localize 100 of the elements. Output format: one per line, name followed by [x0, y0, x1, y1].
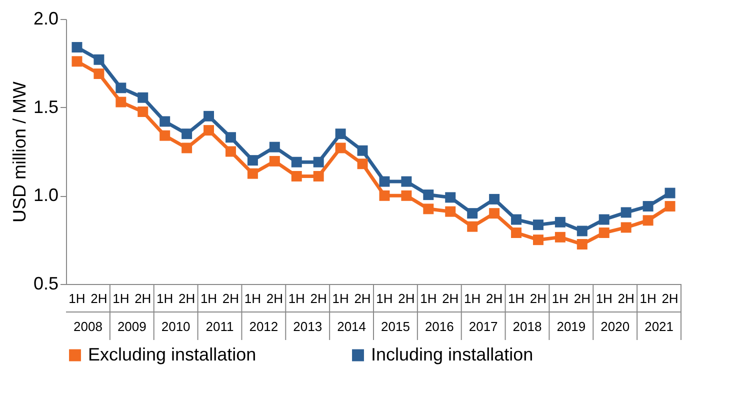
text: 2013 — [293, 319, 322, 334]
point — [357, 145, 368, 156]
point — [401, 190, 412, 201]
point — [620, 207, 632, 218]
point — [116, 82, 126, 94]
point — [335, 128, 346, 140]
x-tick-label: 1H — [552, 291, 569, 306]
point — [204, 110, 214, 122]
text: 2019 — [556, 319, 586, 334]
point — [313, 156, 324, 168]
x-tick-label: 2H — [354, 291, 371, 306]
legend-label: Excluding installation — [88, 344, 256, 364]
text: 2018 — [512, 319, 542, 334]
text: 2021 — [644, 319, 674, 334]
point — [598, 214, 610, 225]
x-tick-label: 1H — [332, 291, 349, 306]
point — [642, 201, 654, 212]
point — [489, 208, 500, 219]
x-tick-label: 2H — [574, 291, 590, 306]
point — [247, 168, 258, 179]
point — [489, 194, 500, 204]
x-tick-label: 2H — [662, 291, 678, 306]
point — [423, 204, 434, 214]
point — [598, 228, 610, 238]
x-tick-label: 1H — [112, 291, 130, 306]
point — [532, 234, 544, 246]
y-axis-title: USD million / MW — [9, 81, 30, 223]
x-tick-label: 2H — [310, 291, 327, 306]
point — [291, 156, 302, 168]
point — [357, 158, 368, 170]
point — [72, 42, 82, 53]
y-tick-label: 0.5 — [33, 274, 58, 294]
x-tick-label: 1H — [68, 291, 86, 306]
legend-label: Including installation — [371, 344, 534, 364]
x-tick-label: 2H — [442, 291, 459, 306]
text: 2014 — [337, 319, 366, 334]
text: 2016 — [424, 319, 454, 334]
point — [511, 214, 522, 225]
text: 2008 — [74, 319, 102, 334]
point — [247, 155, 258, 166]
point — [576, 226, 588, 236]
x-tick-label: 1H — [420, 291, 437, 306]
point — [335, 142, 346, 154]
point — [269, 142, 280, 152]
x-tick-label: 2H — [90, 291, 108, 306]
text: 2011 — [206, 319, 234, 334]
point — [225, 146, 236, 157]
text: 2010 — [161, 319, 190, 334]
x-tick-label: 1H — [464, 291, 481, 306]
x-tick-label: 1H — [508, 291, 525, 306]
x-tick-label: 2H — [618, 291, 634, 306]
point — [269, 156, 280, 166]
point — [467, 221, 478, 232]
text: 2009 — [117, 319, 146, 334]
point — [467, 208, 478, 219]
point — [554, 232, 566, 242]
point — [401, 176, 412, 187]
x-tick-label: 1H — [596, 291, 612, 306]
point — [445, 192, 456, 203]
text: 2020 — [600, 319, 630, 334]
point — [620, 222, 632, 233]
text: 2015 — [381, 319, 410, 334]
point — [182, 142, 192, 154]
point — [576, 239, 588, 250]
point — [182, 128, 192, 140]
point — [291, 170, 302, 182]
x-tick-label: 2H — [398, 291, 415, 306]
point — [445, 206, 456, 217]
point — [94, 68, 104, 80]
point — [225, 132, 236, 143]
x-tick-label: 1H — [376, 291, 393, 306]
point — [379, 190, 390, 201]
x-tick-label: 2H — [486, 291, 503, 306]
point — [554, 216, 566, 228]
point — [664, 201, 676, 212]
point — [94, 54, 104, 65]
x-tick-label: 2H — [530, 291, 547, 306]
point — [664, 188, 676, 198]
x-tick-label: 1H — [288, 291, 305, 306]
x-tick-label: 2H — [222, 291, 240, 306]
point — [116, 96, 126, 108]
point — [138, 92, 148, 103]
point — [160, 116, 170, 127]
y-tick-label: 1.0 — [33, 185, 58, 206]
y-tick-label: 2.0 — [33, 8, 58, 28]
point — [642, 215, 654, 226]
x-tick-label: 2H — [266, 291, 283, 306]
point — [313, 170, 324, 182]
point — [138, 106, 148, 117]
point — [72, 56, 82, 67]
point — [423, 190, 434, 200]
x-tick-label: 1H — [640, 291, 656, 306]
x-tick-label: 1H — [244, 291, 262, 306]
point — [379, 176, 390, 187]
point — [532, 220, 544, 230]
text: 2017 — [468, 319, 498, 334]
x-tick-label: 2H — [178, 291, 196, 306]
x-tick-label: 1H — [200, 291, 218, 306]
point — [511, 228, 522, 238]
y-tick-label: 1.5 — [33, 96, 58, 117]
